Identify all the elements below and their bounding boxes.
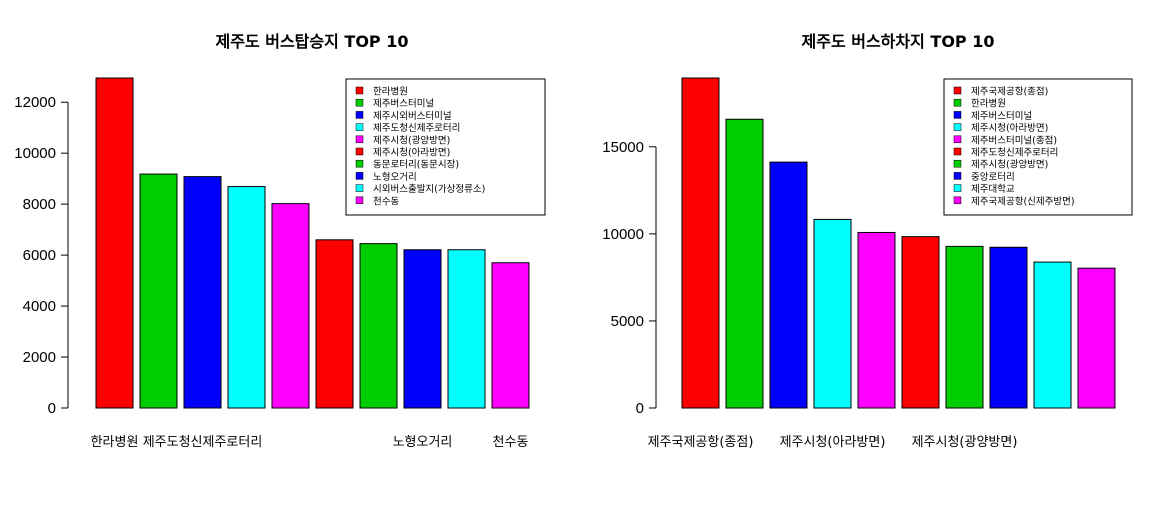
bar-5: [271, 203, 310, 409]
legend-label: 제주대학교: [971, 184, 1015, 195]
legend-label: 제주시청(광양방면): [373, 134, 450, 146]
legend-label: 제주버스터미널: [971, 111, 1032, 122]
legend-box: [345, 78, 546, 216]
bar-6: [901, 236, 940, 409]
legend-swatch: [953, 196, 962, 205]
alighting-chart-panel: 제주도 버스하차지 TOP 10 0 5000 10000 15000 제주국제공항(종…: [602, 32, 1133, 450]
bar-4: [813, 218, 852, 409]
boarding-chart-panel: 제주도 버스탑승지 TOP 10 0 2000 4000 6000 8000 10000 1…: [14, 32, 546, 450]
y-tick-label: 6000: [23, 247, 56, 264]
x-tick-label: 한라병원: [91, 435, 139, 450]
legend-label: 노형오거리: [373, 172, 417, 183]
legend-swatch: [953, 111, 962, 119]
bar-10: [1077, 267, 1116, 409]
legend-label: 제주도청신제주로터리: [971, 148, 1058, 159]
y-tick-label: 10000: [14, 145, 56, 162]
legend-swatch: [953, 86, 962, 95]
legend-swatch: [355, 196, 364, 205]
y-tick-label: 5000: [611, 313, 644, 330]
legend-label: 제주버스터미널(종점): [971, 134, 1057, 146]
bar-9: [447, 249, 486, 409]
bar-7: [359, 243, 398, 409]
legend-swatch: [355, 111, 364, 119]
x-tick-label: 제주국제공항(종점): [648, 435, 754, 450]
x-tick-label: 제주시청(광양방면): [912, 435, 1018, 450]
legend-swatch: [355, 135, 364, 144]
legend-label: 중앙로터리: [971, 171, 1015, 183]
bar-1: [95, 77, 134, 409]
legend-swatch: [355, 86, 364, 95]
legend-swatch: [953, 147, 962, 156]
legend-label: 제주시청(아라방면): [971, 123, 1048, 134]
legend-swatch: [355, 184, 364, 192]
bar-2: [725, 118, 764, 409]
legend-label: 제주버스터미널: [373, 99, 434, 110]
x-tick-label: 노형오거리: [393, 435, 453, 450]
bar-9: [1033, 261, 1072, 409]
y-tick-label: 4000: [23, 298, 56, 315]
x-tick-label: 제주시청(아라방면): [780, 435, 886, 450]
legend-swatch: [355, 159, 364, 168]
legend-swatch: [355, 123, 364, 131]
legend-swatch: [953, 172, 962, 180]
legend-swatch: [953, 159, 962, 168]
y-tick-label: 0: [48, 400, 56, 417]
legend-swatch: [953, 184, 962, 192]
x-tick-label: 제주도청신제주로터리: [143, 435, 263, 450]
legend-label: 한라병원: [373, 87, 408, 98]
legend-swatch: [953, 135, 962, 144]
legend-swatch: [953, 98, 962, 107]
bar-1: [681, 77, 720, 409]
bar-2: [139, 173, 178, 409]
legend-box: [943, 78, 1133, 216]
legend-label: 제주시청(아라방면): [373, 148, 450, 159]
y-tick-label: 2000: [23, 349, 56, 366]
bar-5: [857, 231, 896, 409]
legend-label: 제주국제공항(종점): [971, 86, 1048, 98]
legend-label: 제주도청신제주로터리: [373, 123, 460, 134]
y-tick-label: 10000: [602, 226, 644, 243]
bar-3: [769, 161, 808, 409]
y-tick-label: 8000: [23, 196, 56, 213]
bar-6: [315, 239, 354, 409]
legend-label: 제주국제공항(신제주방면): [971, 196, 1075, 207]
legend-swatch: [953, 123, 962, 131]
legend-swatch: [355, 172, 364, 180]
legend-swatch: [355, 98, 364, 107]
legend-label: 동문로터리(동문시장): [373, 160, 459, 171]
bar-4: [227, 186, 266, 409]
legend-label: 한라병원: [971, 99, 1006, 110]
y-tick-label: 15000: [602, 139, 644, 156]
legend-label: 천수동: [373, 196, 399, 207]
boarding-chart-title: 제주도 버스탑승지 TOP 10: [216, 32, 409, 51]
alighting-chart-title: 제주도 버스하차지 TOP 10: [802, 32, 995, 51]
bar-7: [945, 245, 984, 409]
legend-label: 시외버스출발지(가상정류소): [373, 183, 485, 195]
bar-10: [491, 262, 530, 409]
legend-label: 제주시외버스터미널: [373, 110, 452, 122]
legend-label: 제주시청(광양방면): [971, 159, 1048, 171]
bar-3: [183, 176, 222, 409]
bar-8: [989, 246, 1028, 409]
x-tick-label: 천수동: [493, 435, 529, 450]
y-tick-label: 12000: [14, 94, 56, 111]
y-tick-label: 0: [636, 400, 644, 417]
legend-swatch: [355, 147, 364, 156]
bar-8: [403, 249, 442, 409]
